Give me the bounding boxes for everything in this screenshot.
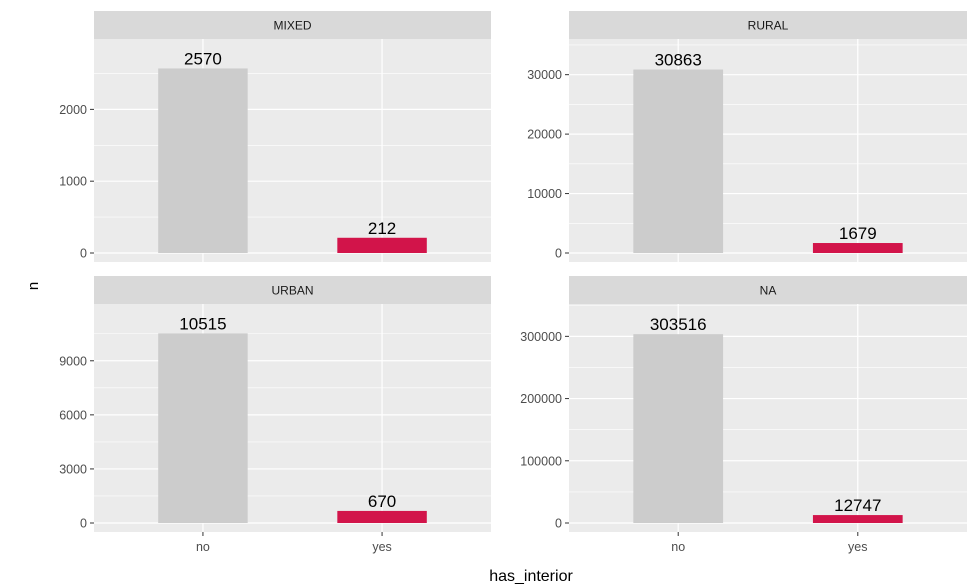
panel-background [94, 304, 491, 532]
facet-strip [94, 11, 491, 39]
bar-no [633, 69, 724, 253]
y-tick-label: 100000 [520, 454, 562, 468]
y-tick-label: 0 [80, 517, 87, 531]
bar-no [158, 333, 248, 523]
bar-value-label: 1679 [839, 224, 877, 243]
facet-strip [569, 276, 967, 304]
y-tick-label: 6000 [59, 408, 87, 422]
panel-background [94, 39, 491, 262]
y-tick-label: 0 [555, 247, 562, 261]
bar-value-label: 30863 [655, 51, 702, 70]
facet-strip-label: URBAN [271, 284, 313, 298]
y-tick-label: 300000 [520, 330, 562, 344]
x-tick-label: no [196, 540, 210, 554]
y-tick-label: 0 [555, 517, 562, 531]
bar-yes [812, 243, 903, 253]
y-tick-label: 0 [80, 247, 87, 261]
facet-panel-rural: RURAL 30863 1679 0 10000 20000 30000 [527, 11, 967, 262]
y-tick-label: 2000 [59, 103, 87, 117]
bar-value-label: 670 [368, 492, 396, 511]
y-tick-label: 20000 [527, 128, 562, 142]
facet-panel-na: NA 303516 12747 0 100000 200000 300000 no yes [520, 276, 967, 554]
y-tick-label: 9000 [59, 354, 87, 368]
x-tick-label: yes [848, 540, 867, 554]
facet-strip-label: RURAL [748, 19, 789, 33]
facet-strip-label: NA [760, 284, 777, 298]
x-tick-label: no [671, 540, 685, 554]
bar-value-label: 12747 [834, 496, 881, 515]
y-tick-label: 30000 [527, 68, 562, 82]
bar-yes [812, 515, 903, 523]
y-tick-label: 3000 [59, 462, 87, 476]
bar-value-label: 212 [368, 219, 396, 238]
facet-panel-urban: URBAN 10515 670 0 3000 6000 9000 no yes [59, 276, 491, 554]
y-tick-label: 10000 [527, 187, 562, 201]
facet-strip [569, 11, 967, 39]
panel-background [569, 304, 967, 532]
bar-no [633, 334, 724, 523]
y-tick-label: 200000 [520, 392, 562, 406]
bar-no [158, 68, 248, 253]
bar-value-label: 303516 [650, 315, 707, 334]
facet-strip [94, 276, 491, 304]
bar-value-label: 10515 [179, 314, 226, 333]
panel-background [569, 39, 967, 262]
bar-yes [337, 510, 427, 523]
x-tick-label: yes [372, 540, 391, 554]
x-axis-title: has_interior [489, 568, 573, 585]
y-axis-title: n [25, 282, 42, 290]
facet-panel-mixed: MIXED 2570 212 0 1000 2000 [59, 11, 491, 262]
facet-strip-label: MIXED [273, 19, 311, 33]
bar-yes [337, 237, 427, 253]
bar-value-label: 2570 [184, 49, 222, 68]
y-tick-label: 1000 [59, 175, 87, 189]
